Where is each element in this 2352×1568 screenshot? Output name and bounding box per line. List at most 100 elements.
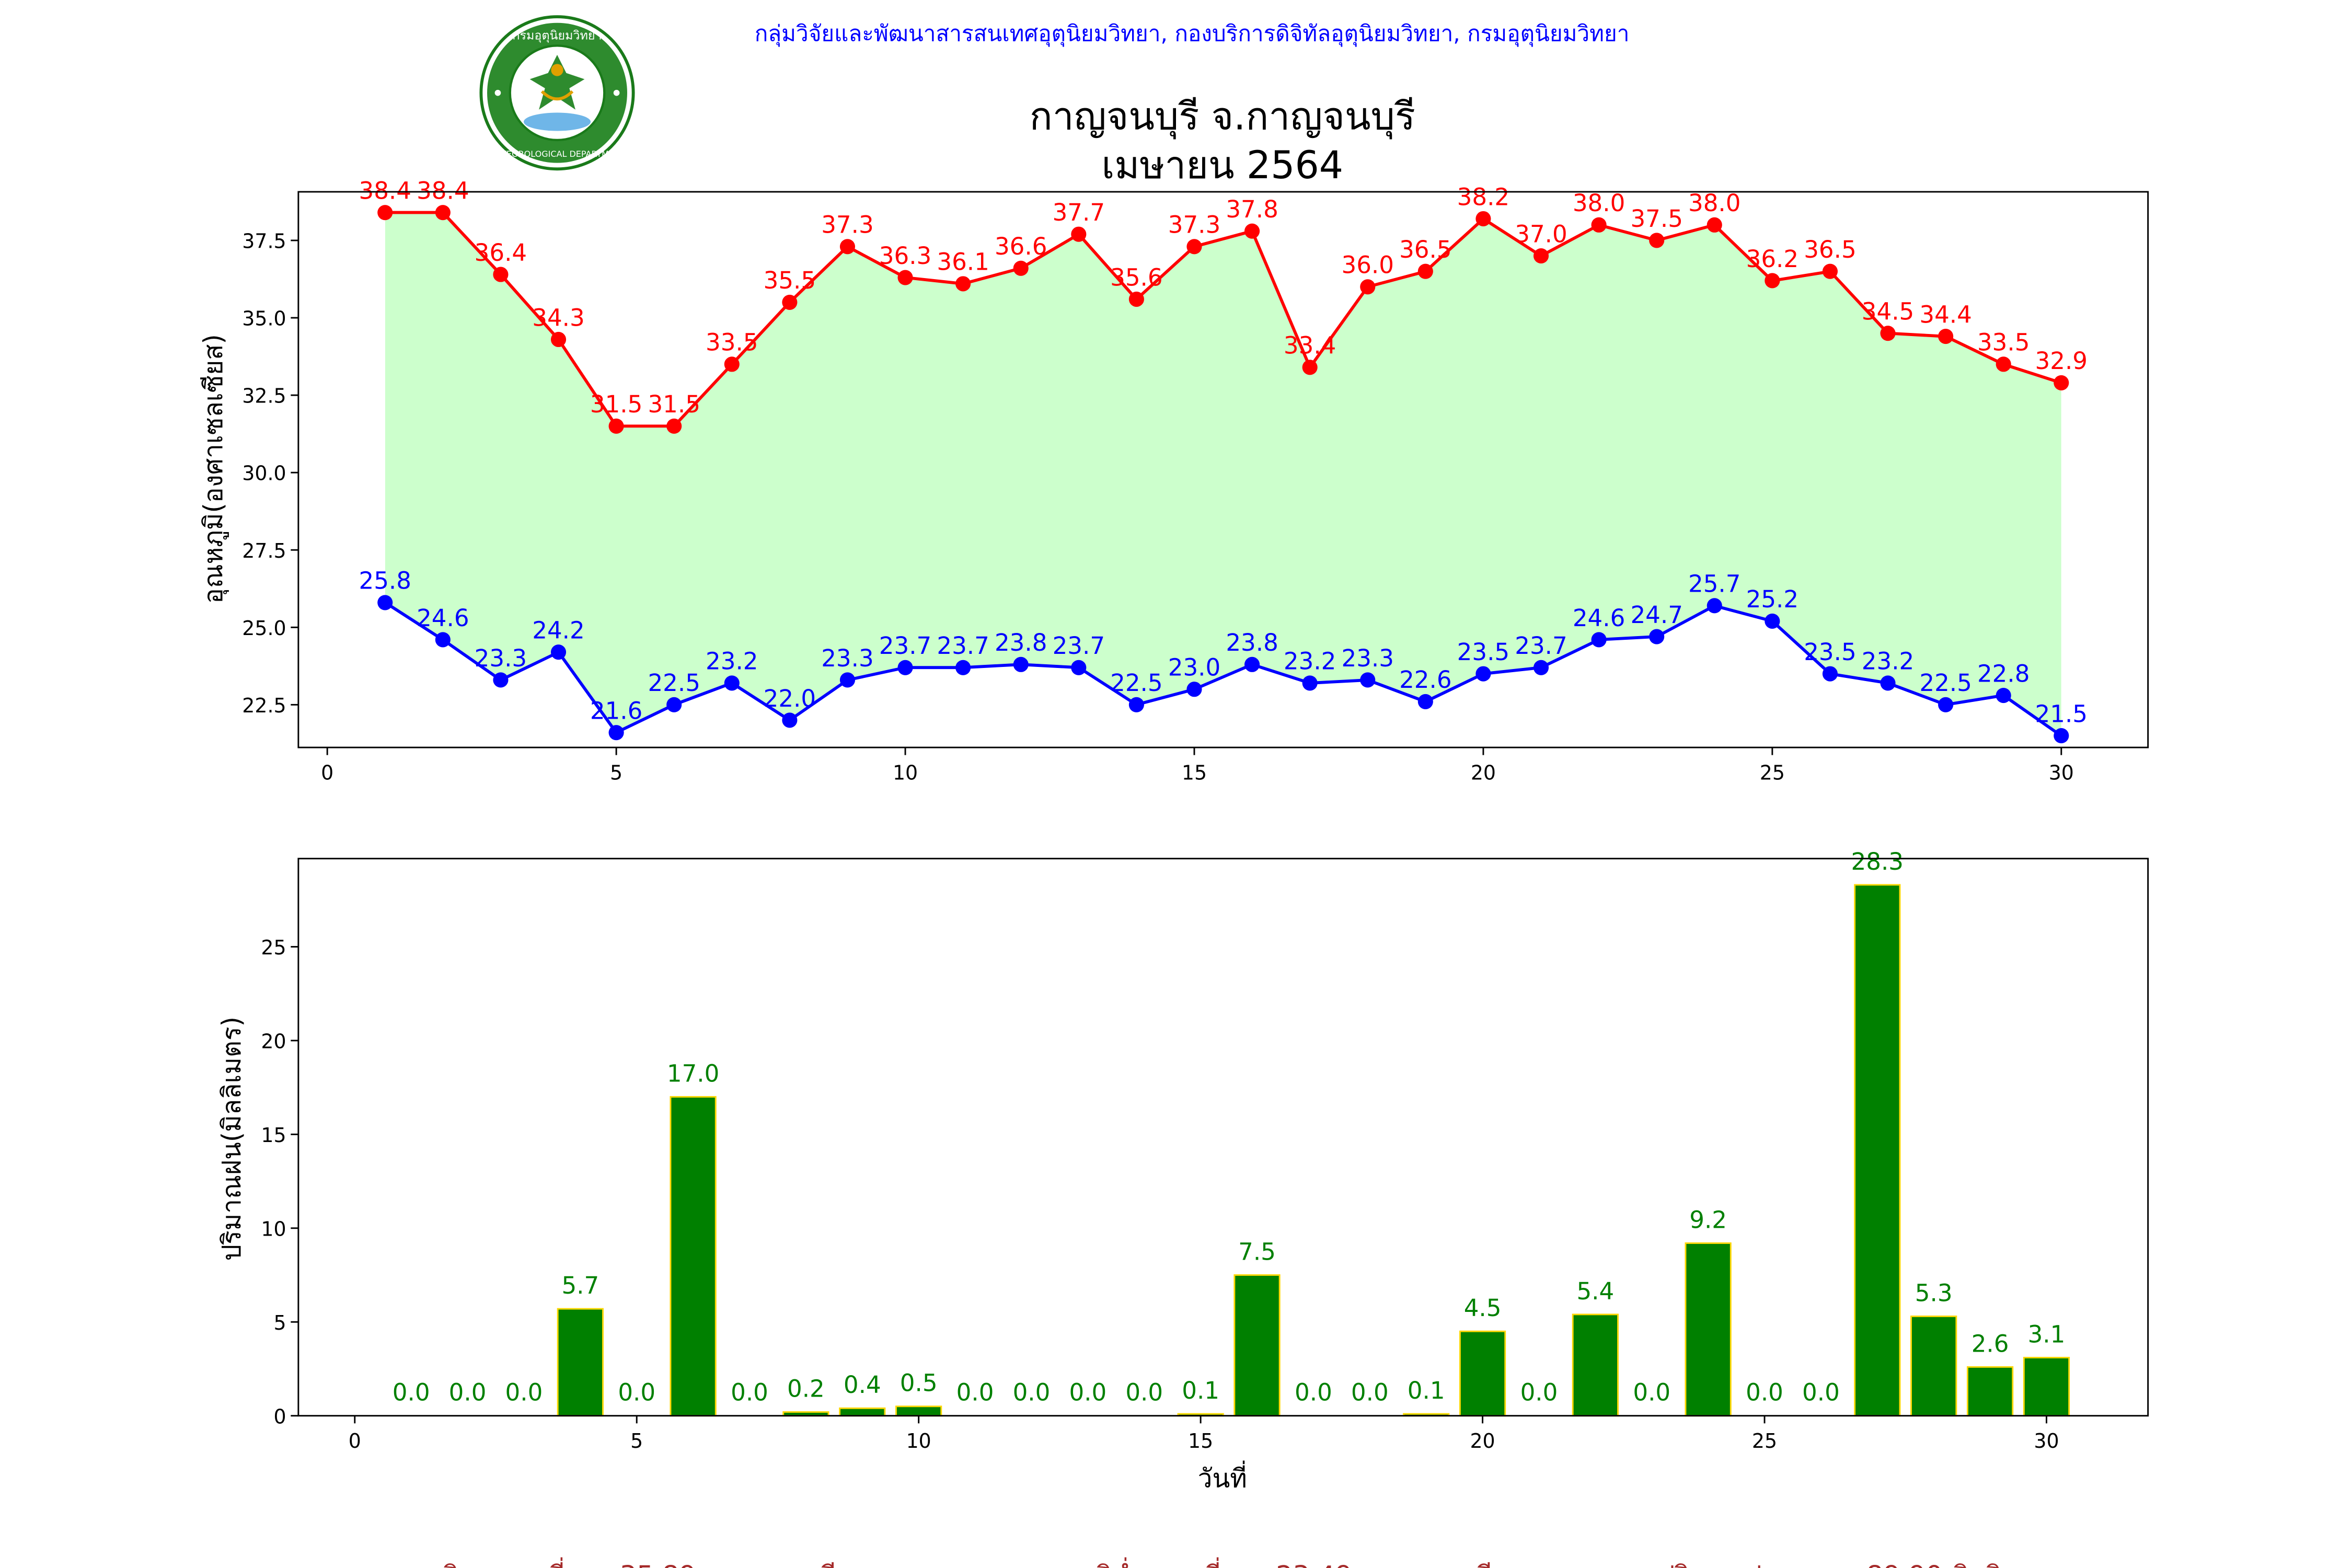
rainfall-y-tick-label: 5	[273, 1311, 286, 1334]
rainfall-data-label: 0.1	[1182, 1377, 1219, 1404]
rainfall-data-label: 4.5	[1464, 1294, 1502, 1322]
max-temperature-point	[724, 356, 740, 372]
min-temperature-point	[1707, 598, 1722, 614]
max-temperature-data-label: 36.1	[937, 248, 989, 276]
max-temperature-data-label: 33.4	[1284, 332, 1336, 360]
min-temperature-data-label: 21.6	[590, 697, 642, 724]
rainfall-y-tick-label: 25	[261, 936, 286, 959]
rainfall-bar	[670, 1096, 717, 1417]
temperature-x-tick-label: 20	[1471, 761, 1496, 784]
min-temperature-point	[377, 595, 393, 610]
rainfall-data-label: 0.0	[1520, 1379, 1558, 1406]
min-temperature-point	[608, 725, 624, 741]
min-temperature-point	[1186, 682, 1202, 697]
min-temperature-data-label: 23.7	[1053, 632, 1105, 660]
min-temperature-point	[1533, 660, 1549, 675]
min-temperature-point	[839, 672, 856, 688]
rainfall-data-label: 0.2	[787, 1375, 825, 1402]
max-temperature-point	[1938, 329, 1954, 344]
logo-text-top: กรมอุตุนิยมวิทยา	[512, 29, 602, 43]
rainfall-x-tick-label: 10	[906, 1429, 931, 1452]
rainfall-data-label: 0.0	[1802, 1379, 1840, 1406]
rainfall-data-label: 0.0	[1125, 1379, 1163, 1406]
min-temperature-data-label: 23.7	[879, 632, 931, 660]
max-temperature-point	[1533, 248, 1549, 264]
min-temperature-point	[493, 672, 509, 688]
max-temperature-data-label: 31.5	[648, 390, 700, 418]
rainfall-bar	[1459, 1330, 1506, 1417]
rainfall-x-tick-label: 15	[1188, 1429, 1213, 1452]
max-temperature-data-label: 36.3	[879, 242, 931, 270]
min-temperature-data-label: 23.8	[995, 629, 1047, 656]
temperature-y-tick-label: 30.0	[242, 462, 286, 485]
max-temperature-data-label: 34.3	[532, 304, 584, 331]
max-temperature-data-label: 31.5	[590, 390, 642, 418]
max-temperature-data-label: 36.5	[1804, 236, 1856, 263]
max-temperature-data-label: 38.2	[1457, 183, 1509, 211]
min-temperature-data-label: 23.0	[1168, 654, 1220, 682]
min-temperature-data-label: 23.2	[1862, 648, 1914, 675]
min-temperature-data-label: 23.2	[706, 648, 758, 675]
min-temperature-point	[1822, 666, 1838, 682]
min-temperature-data-label: 25.2	[1746, 585, 1798, 613]
min-temperature-point	[550, 644, 567, 660]
max-temperature-data-label: 36.4	[475, 239, 527, 267]
temperature-y-tick-label: 25.0	[242, 617, 286, 640]
max-temperature-point	[666, 418, 682, 434]
max-temperature-data-label: 33.5	[1977, 329, 2030, 356]
rainfall-data-label: 0.0	[1295, 1379, 1332, 1406]
rainfall-data-label: 5.4	[1576, 1277, 1614, 1305]
min-temperature-point	[1475, 666, 1491, 682]
temperature-y-tick-label: 32.5	[242, 385, 286, 408]
max-temperature-data-label: 36.6	[995, 233, 1047, 260]
rainfall-bar	[557, 1308, 604, 1417]
rainfall-x-tick-label: 5	[630, 1429, 643, 1452]
rainfall-data-label: 5.3	[1915, 1279, 1953, 1307]
rainfall-data-label: 0.0	[505, 1379, 543, 1406]
rainfall-bar	[839, 1407, 886, 1417]
min-temperature-point	[1880, 675, 1896, 691]
min-temperature-point	[1302, 675, 1318, 691]
max-temperature-data-label: 38.0	[1688, 189, 1740, 217]
organization-line: กลุ่มวิจัยและพัฒนาสารสนเทศอุตุนิยมวิทยา,…	[755, 21, 1630, 48]
chart-title-month: เมษายน 2564	[1102, 143, 1344, 188]
min-temperature-data-label: 25.8	[359, 567, 411, 595]
min-temperature-line	[384, 601, 2062, 737]
rainfall-bar	[1233, 1274, 1281, 1417]
rainfall-bar	[1685, 1242, 1732, 1417]
min-temperature-data-label: 22.6	[1399, 666, 1451, 694]
temperature-y-tick-label: 37.5	[242, 230, 286, 253]
meteorological-department-logo: กรมอุตุนิยมวิทยา METEOROLOGICAL DEPARTME…	[479, 15, 635, 171]
max-temperature-data-label: 37.0	[1515, 220, 1567, 248]
min-temperature-data-label: 23.7	[1515, 632, 1567, 660]
max-temperature-point	[1880, 326, 1896, 341]
max-temperature-point	[1765, 273, 1780, 289]
max-temperature-data-label: 36.2	[1746, 245, 1798, 273]
max-temperature-point	[435, 205, 451, 221]
max-temperature-point	[1360, 279, 1376, 295]
min-temperature-data-label: 22.8	[1977, 660, 2030, 687]
rainfall-data-label: 3.1	[2028, 1320, 2066, 1348]
temperature-y-tick-label: 35.0	[242, 307, 286, 330]
rainfall-bar	[1572, 1313, 1619, 1417]
max-temperature-point	[1707, 217, 1722, 233]
rainfall-data-label: 0.0	[1351, 1379, 1389, 1406]
max-temperature-data-label: 34.5	[1862, 297, 1914, 325]
temperature-range-fill	[385, 212, 2061, 736]
temperature-x-tick-label: 10	[893, 761, 918, 784]
rainfall-data-label: 0.0	[618, 1379, 655, 1406]
temperature-y-tick-label: 22.5	[242, 694, 286, 717]
min-temperature-point	[1360, 672, 1376, 688]
rainfall-data-label: 0.0	[449, 1379, 487, 1406]
rainfall-bar	[1910, 1316, 1957, 1417]
rainfall-y-axis-label: ปริมาณฝน(มิลลิเมตร)	[216, 1017, 247, 1261]
min-temperature-data-label: 24.6	[1573, 604, 1625, 632]
max-temperature-line	[385, 211, 2062, 428]
min-temperature-point	[666, 697, 682, 712]
rainfall-plot-frame	[297, 858, 2149, 1417]
max-temperature-point	[377, 205, 393, 221]
min-temperature-data-label: 23.2	[1284, 648, 1336, 675]
max-temperature-data-label: 37.3	[1168, 211, 1220, 239]
max-temperature-point	[1996, 356, 2011, 372]
